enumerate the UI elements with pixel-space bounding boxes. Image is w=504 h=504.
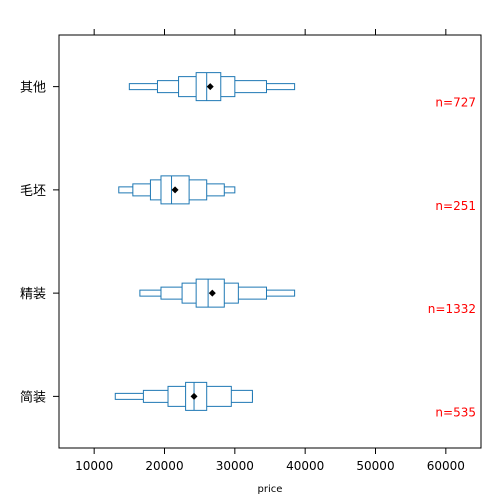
count-label: n=727 <box>435 96 476 110</box>
mean-marker <box>190 392 198 400</box>
count-label: n=251 <box>435 199 476 213</box>
category-group: 精装 n=1332 <box>20 278 476 316</box>
category-group: 其他 n=727 <box>20 72 476 110</box>
x-tick-label: 20000 <box>145 459 183 473</box>
mean-marker <box>208 289 216 297</box>
x-tick-label: 40000 <box>286 459 324 473</box>
count-label: n=535 <box>435 405 476 419</box>
x-axis-label: price <box>258 484 283 495</box>
boxes: 其他 n=727 毛坯 n=251 精装 n=1332 简装 n=535 <box>20 72 476 419</box>
mean-marker <box>171 186 179 194</box>
category-label: 其他 <box>20 81 46 96</box>
x-tick-label: 50000 <box>356 459 394 473</box>
x-tick-label: 60000 <box>427 459 465 473</box>
category-label: 精装 <box>20 287 46 302</box>
plot-frame <box>58 34 482 449</box>
count-label: n=1332 <box>428 302 476 316</box>
category-label: 简装 <box>20 389 46 405</box>
x-tick-label: 30000 <box>216 459 254 473</box>
x-axis: 10000 20000 30000 40000 50000 60000 <box>75 29 465 473</box>
category-group: 简装 n=535 <box>20 381 476 419</box>
mean-marker <box>206 83 214 91</box>
x-tick-label: 10000 <box>75 459 113 473</box>
category-label: 毛坯 <box>20 184 46 199</box>
category-group: 毛坯 n=251 <box>20 175 476 213</box>
